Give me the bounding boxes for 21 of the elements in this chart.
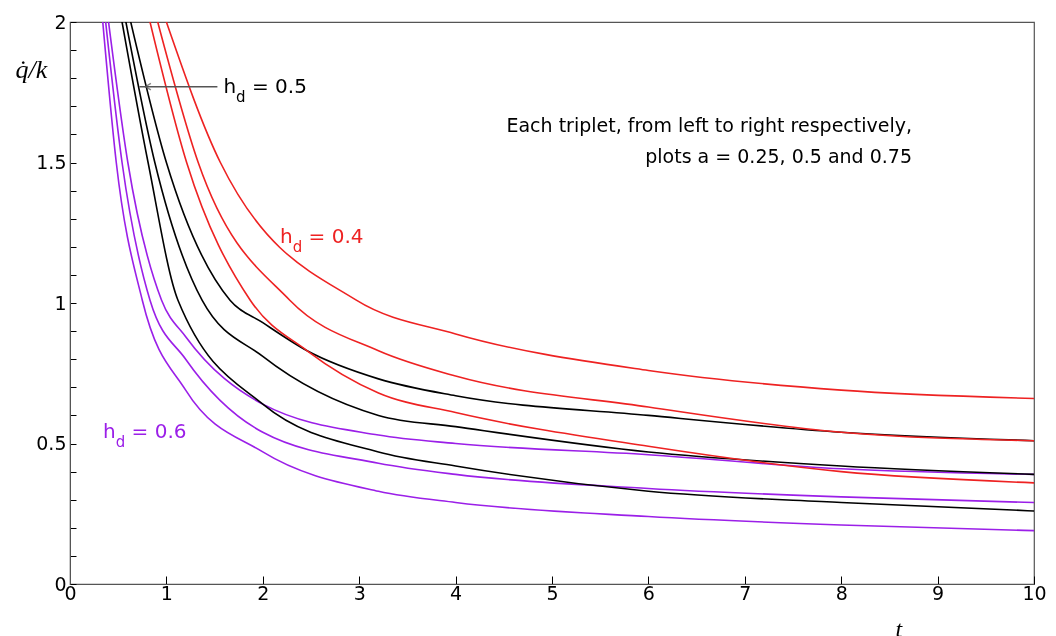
x-tick-label: 2 xyxy=(257,581,270,604)
annotation: plots a = 0.25, 0.5 and 0.75 xyxy=(645,145,912,167)
x-axis-title: t xyxy=(895,615,904,636)
y-axis-title: q̇/k xyxy=(15,54,48,84)
y-tick-label: 2 xyxy=(54,10,67,33)
y-tick-label: 1 xyxy=(54,291,67,314)
y-tick-label: 0.5 xyxy=(36,432,67,454)
y-tick-label: 1.5 xyxy=(36,151,67,173)
x-tick-label: 8 xyxy=(835,581,848,604)
annotation: Each triplet, from left to right respectively, xyxy=(506,114,912,136)
x-tick-label: 6 xyxy=(642,581,655,604)
x-tick-label: 10 xyxy=(1022,581,1047,604)
x-tick-label: 4 xyxy=(450,581,463,604)
x-tick-label: 5 xyxy=(546,581,559,604)
annotation: h$_{d}$ = 0.6 xyxy=(103,419,187,451)
annotation: h$_{d}$ = 0.4 xyxy=(280,224,364,256)
x-tick-label: 1 xyxy=(160,581,173,604)
annotation: h$_{d}$ = 0.5 xyxy=(223,73,307,106)
x-tick-label: 7 xyxy=(739,581,752,604)
x-tick-label: 3 xyxy=(353,581,366,604)
x-tick-label: 9 xyxy=(932,581,945,604)
